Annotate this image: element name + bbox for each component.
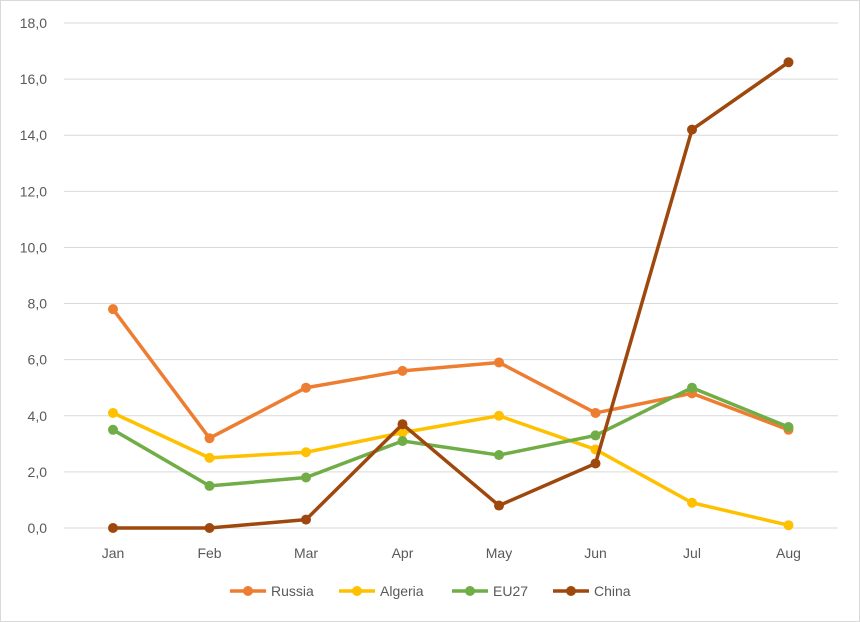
legend: Russia Algeria EU27 China (230, 583, 631, 599)
y-tick-label: 4,0 (28, 408, 48, 424)
data-point (494, 450, 504, 461)
data-point (301, 382, 311, 393)
data-point (108, 523, 118, 533)
legend-label: EU27 (493, 583, 528, 599)
data-point (494, 410, 504, 421)
y-axis-tick-labels: 0,0 2,0 4,0 6,0 8,0 10,0 12,0 14,0 16,0 18,0 (20, 15, 47, 536)
series-line (111, 60, 791, 530)
data-point (108, 407, 118, 418)
data-point (301, 472, 311, 483)
data-point (397, 427, 408, 438)
series-line (111, 411, 791, 527)
x-tick-label: Apr (392, 545, 414, 561)
data-point (204, 480, 215, 491)
y-tick-label: 10,0 (20, 239, 47, 255)
legend-swatch-marker (352, 586, 362, 596)
x-tick-label: Mar (294, 545, 318, 561)
data-point (494, 500, 504, 511)
data-point (204, 452, 215, 463)
legend-swatch-marker (566, 586, 576, 596)
x-tick-label: Feb (197, 545, 221, 561)
legend-label: Russia (271, 583, 314, 599)
legend-entry-eu27: EU27 (452, 583, 528, 599)
series-china (108, 57, 794, 533)
data-point (397, 365, 408, 376)
legend-swatch-marker (243, 586, 253, 596)
data-point (687, 124, 697, 135)
y-tick-label: 8,0 (28, 296, 48, 312)
legend-label: Algeria (380, 583, 424, 599)
series-lines (108, 57, 794, 533)
legend-entry-china: China (553, 583, 631, 599)
legend-swatch-marker (465, 586, 475, 596)
y-tick-label: 14,0 (20, 127, 47, 143)
y-tick-label: 16,0 (20, 71, 47, 87)
x-tick-label: Jan (102, 545, 125, 561)
y-tick-label: 0,0 (28, 520, 48, 536)
data-point (687, 382, 697, 393)
data-point (397, 419, 408, 430)
x-tick-label: Jun (584, 545, 607, 561)
series-line (111, 307, 791, 440)
x-tick-label: Aug (776, 545, 801, 561)
x-tick-label: May (486, 545, 512, 561)
x-tick-label: Jul (683, 545, 701, 561)
data-point (397, 436, 408, 447)
legend-entry-algeria: Algeria (339, 583, 424, 599)
data-point (204, 433, 215, 444)
data-point (590, 430, 601, 441)
data-point (783, 57, 794, 68)
data-point (590, 407, 601, 418)
y-tick-label: 12,0 (20, 183, 47, 199)
data-point (204, 523, 215, 533)
data-point (108, 304, 118, 315)
y-tick-label: 6,0 (28, 352, 48, 368)
series-line (111, 385, 791, 488)
data-point (783, 422, 794, 432)
x-axis-tick-labels: Jan Feb Mar Apr May Jun Jul Aug (102, 545, 801, 561)
data-point (590, 458, 601, 469)
legend-entry-russia: Russia (230, 583, 314, 599)
data-point (783, 520, 794, 531)
data-point (687, 497, 697, 508)
data-point (301, 447, 311, 458)
data-point (301, 514, 311, 525)
gridlines (64, 22, 838, 529)
y-tick-label: 18,0 (20, 15, 47, 31)
y-tick-label: 2,0 (28, 464, 48, 480)
data-point (494, 357, 504, 368)
series-russia (108, 304, 794, 444)
data-point (108, 424, 118, 435)
legend-label: China (594, 583, 631, 599)
series-algeria (108, 407, 794, 531)
series-eu27 (108, 382, 794, 491)
